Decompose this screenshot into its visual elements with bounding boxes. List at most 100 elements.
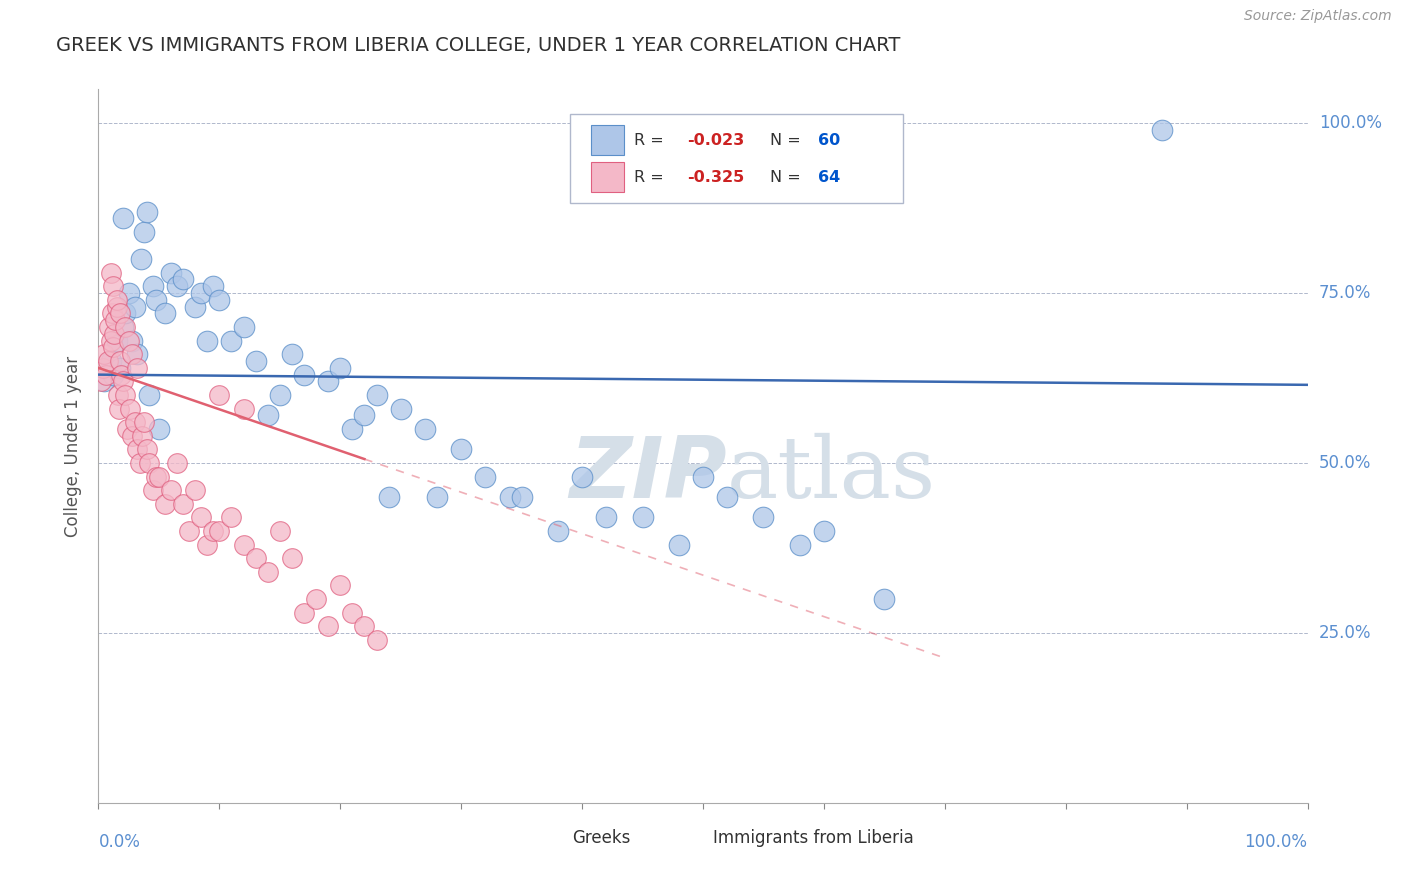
Point: [108, 306, 131, 320]
Point: [114, 320, 136, 334]
Point: [190, 510, 212, 524]
Point: [131, 429, 153, 443]
Point: [108, 360, 131, 375]
Text: 60: 60: [818, 133, 841, 148]
Point: [316, 375, 339, 389]
Point: [121, 347, 143, 361]
Point: [547, 524, 569, 538]
Point: [134, 415, 156, 429]
Point: [571, 469, 593, 483]
Text: -0.325: -0.325: [688, 170, 745, 186]
Point: [353, 409, 375, 423]
Point: [329, 360, 352, 375]
Point: [138, 456, 160, 470]
Bar: [679, 826, 706, 849]
Point: [202, 279, 225, 293]
Text: ZIP: ZIP: [569, 433, 727, 516]
Point: [256, 565, 278, 579]
Point: [105, 293, 128, 307]
Point: [269, 524, 291, 538]
Text: -0.023: -0.023: [688, 133, 745, 148]
Point: [208, 524, 231, 538]
Point: [105, 300, 128, 314]
Point: [118, 334, 141, 348]
Point: [316, 619, 339, 633]
Text: N =: N =: [769, 133, 806, 148]
Point: [510, 490, 533, 504]
Point: [366, 632, 388, 647]
Point: [305, 591, 328, 606]
Point: [281, 347, 304, 361]
Point: [208, 293, 231, 307]
Text: 25.0%: 25.0%: [1319, 624, 1371, 642]
Point: [245, 551, 267, 566]
Point: [104, 313, 127, 327]
Point: [377, 490, 399, 504]
Point: [127, 347, 149, 361]
Point: [281, 551, 304, 566]
Point: [172, 497, 194, 511]
Point: [245, 354, 267, 368]
Point: [595, 510, 617, 524]
Point: [232, 320, 254, 334]
Point: [121, 429, 143, 443]
Point: [752, 510, 775, 524]
Point: [91, 360, 114, 375]
Point: [716, 490, 738, 504]
Point: [232, 537, 254, 551]
Y-axis label: College, Under 1 year: College, Under 1 year: [65, 355, 83, 537]
Point: [195, 537, 218, 551]
Point: [474, 469, 496, 483]
Point: [221, 510, 243, 524]
Point: [105, 334, 128, 348]
Point: [208, 388, 231, 402]
Point: [117, 422, 139, 436]
Text: R =: R =: [634, 170, 669, 186]
Point: [108, 354, 131, 368]
Point: [94, 368, 117, 382]
Point: [190, 286, 212, 301]
Point: [111, 211, 134, 226]
Point: [114, 388, 136, 402]
Point: [129, 252, 152, 266]
Point: [93, 375, 115, 389]
Text: N =: N =: [769, 170, 806, 186]
Point: [873, 591, 896, 606]
Text: 0.0%: 0.0%: [98, 833, 141, 851]
Point: [668, 537, 690, 551]
Point: [97, 354, 120, 368]
Point: [269, 388, 291, 402]
Point: [292, 606, 315, 620]
Point: [789, 537, 811, 551]
Point: [256, 409, 278, 423]
Point: [153, 306, 176, 320]
Point: [166, 279, 188, 293]
Point: [121, 334, 143, 348]
Text: 50.0%: 50.0%: [1319, 454, 1371, 472]
Point: [135, 204, 157, 219]
Point: [145, 293, 167, 307]
Text: Immigrants from Liberia: Immigrants from Liberia: [713, 829, 914, 847]
Point: [127, 442, 149, 457]
Point: [118, 286, 141, 301]
Point: [172, 272, 194, 286]
Point: [101, 341, 124, 355]
Text: Greeks: Greeks: [572, 829, 631, 847]
Text: atlas: atlas: [727, 433, 936, 516]
Point: [366, 388, 388, 402]
Point: [450, 442, 472, 457]
Point: [111, 375, 134, 389]
Point: [142, 279, 165, 293]
Point: [138, 388, 160, 402]
Bar: [591, 125, 624, 154]
Point: [202, 524, 225, 538]
Point: [127, 360, 149, 375]
Point: [111, 320, 134, 334]
Point: [100, 354, 122, 368]
Point: [145, 469, 167, 483]
Point: [389, 401, 412, 416]
Point: [160, 266, 183, 280]
Point: [221, 334, 243, 348]
Point: [184, 483, 207, 498]
Point: [342, 422, 364, 436]
